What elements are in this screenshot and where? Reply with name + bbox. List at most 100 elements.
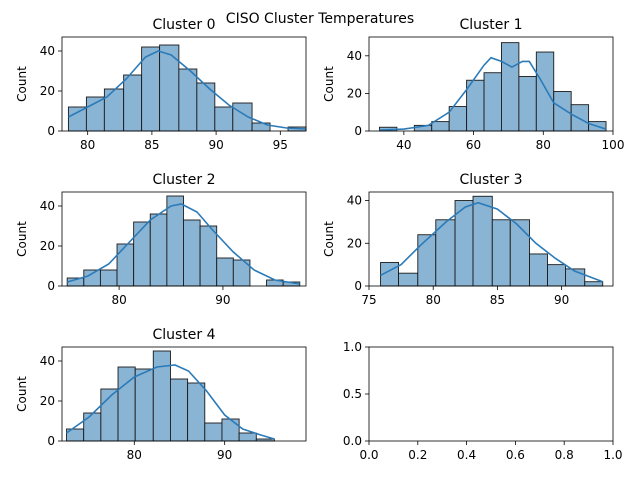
- y-tick-label: 20: [347, 86, 362, 100]
- histogram-bar: [166, 195, 184, 287]
- y-tick-label: 40: [40, 44, 55, 58]
- y-tick-label: 0: [47, 434, 55, 448]
- y-tick-label: 40: [40, 354, 55, 368]
- kde-line: [380, 201, 603, 283]
- histogram-bar: [123, 74, 143, 132]
- histogram-bar: [99, 269, 118, 287]
- histogram-bar: [83, 412, 102, 442]
- histogram-bar: [133, 221, 151, 287]
- subplot-title: Cluster 1: [459, 17, 522, 33]
- x-tick-label: 80: [80, 138, 95, 152]
- y-axis-label: Count: [322, 66, 336, 102]
- x-tick-label: 80: [111, 293, 126, 307]
- y-axis-label: Count: [322, 221, 336, 257]
- x-tick-label: 40: [396, 138, 411, 152]
- subplot-2: 80 90 0 20 40 Count Cluster 2: [15, 172, 307, 307]
- axes-frame: [61, 191, 307, 287]
- histogram-bar: [183, 219, 201, 287]
- x-tick-label: 80: [536, 138, 551, 152]
- histogram-bar: [214, 106, 234, 132]
- histogram-bar: [491, 219, 511, 287]
- histogram-bar: [483, 72, 502, 132]
- histogram-bar: [178, 68, 198, 132]
- histogram-bar: [553, 91, 572, 132]
- histogram-bar: [529, 253, 548, 287]
- histogram-bar: [398, 272, 419, 287]
- histogram-bar: [103, 88, 125, 132]
- y-axis-label: Count: [15, 66, 29, 102]
- subplot-title: Cluster 2: [152, 172, 215, 188]
- histogram-bar: [221, 418, 240, 442]
- histogram-bar: [149, 213, 168, 287]
- y-tick-label: 0: [354, 279, 362, 293]
- histogram-bar: [547, 264, 566, 287]
- kde-line: [66, 364, 275, 440]
- histogram-bar: [509, 219, 530, 287]
- x-tick-label: 85: [144, 138, 159, 152]
- x-tick-label: 1.0: [603, 448, 622, 462]
- y-tick-label: 0: [47, 279, 55, 293]
- y-tick-label: 1.0: [343, 340, 362, 354]
- y-tick-label: 20: [347, 236, 362, 250]
- x-tick-label: 0.8: [555, 448, 574, 462]
- histogram-bar: [187, 382, 206, 442]
- histogram-bar: [448, 106, 468, 132]
- y-axis-label: Count: [15, 221, 29, 257]
- histogram-bar: [584, 281, 604, 287]
- x-tick-label: 90: [217, 448, 232, 462]
- y-tick-label: 20: [40, 239, 55, 253]
- histogram-bar: [570, 104, 590, 132]
- x-tick-label: 0.0: [359, 448, 378, 462]
- histogram-bar: [501, 42, 520, 132]
- histogram-bar: [417, 234, 437, 287]
- histogram-bar: [152, 350, 171, 442]
- y-tick-label: 0.5: [343, 387, 362, 401]
- axes-frame: [61, 346, 307, 442]
- histogram-bar: [116, 243, 135, 287]
- x-tick-label: 0.2: [408, 448, 427, 462]
- histogram-bar: [216, 257, 234, 287]
- axes-frame: [61, 36, 307, 132]
- x-tick-label: 0.4: [457, 448, 476, 462]
- subplot-title: Cluster 3: [459, 172, 522, 188]
- histogram-bar: [472, 195, 493, 287]
- y-tick-label: 40: [40, 199, 55, 213]
- histogram-bar: [141, 46, 161, 132]
- y-tick-label: 40: [347, 49, 362, 63]
- x-tick-label: 60: [466, 138, 481, 152]
- x-tick-label: 90: [208, 138, 223, 152]
- x-tick-label: 100: [602, 138, 625, 152]
- histogram-bar: [518, 76, 537, 132]
- x-tick-label: 75: [361, 293, 376, 307]
- histogram-bar: [535, 51, 555, 132]
- x-tick-label: 80: [127, 448, 142, 462]
- y-tick-label: 0: [354, 124, 362, 138]
- axes-frame: [368, 191, 614, 287]
- x-tick-label: 85: [490, 293, 505, 307]
- y-tick-label: 20: [40, 84, 55, 98]
- subplot-3: 75 80 85 90 0 20 40 Count Cluster 3: [322, 172, 614, 307]
- y-tick-label: 40: [347, 194, 362, 208]
- kde-line: [66, 203, 300, 285]
- axes-frame: [368, 346, 614, 442]
- histogram-bar: [67, 106, 87, 132]
- x-tick-label: 90: [215, 293, 230, 307]
- kde-line: [379, 56, 607, 131]
- histogram-bar: [83, 269, 101, 287]
- subplot-5: 0.0 0.2 0.4 0.6 0.8 1.0 0.0 0.5 1.0: [343, 340, 623, 462]
- x-tick-label: 90: [554, 293, 569, 307]
- y-tick-label: 0.0: [343, 434, 362, 448]
- y-tick-label: 20: [40, 394, 55, 408]
- histogram-bar: [159, 44, 180, 132]
- histogram-bar: [466, 79, 485, 132]
- histogram-bar: [431, 121, 450, 132]
- y-axis-label: Count: [15, 376, 29, 412]
- axes-frame: [368, 36, 614, 132]
- x-tick-label: 80: [426, 293, 441, 307]
- subplot-title: Cluster 0: [152, 17, 215, 33]
- histogram-bar: [199, 225, 218, 287]
- subplot-4: 80 90 0 20 40 Count Cluster 4: [15, 327, 307, 462]
- kde-line: [68, 50, 307, 130]
